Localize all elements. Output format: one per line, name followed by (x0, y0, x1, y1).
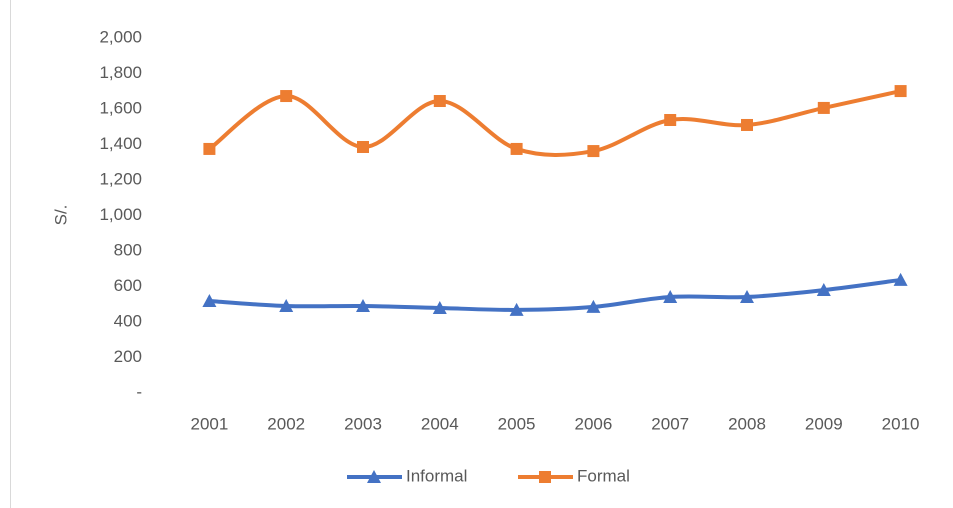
data-point (741, 118, 753, 131)
data-point (279, 299, 294, 313)
data-point (203, 142, 216, 155)
x-tick-label: 2007 (651, 414, 689, 433)
y-tick-label: 400 (114, 311, 142, 330)
legend-label: Informal (406, 466, 467, 485)
data-point (280, 90, 293, 103)
x-tick-label: 2009 (805, 414, 843, 433)
data-point (817, 101, 830, 114)
y-tick-label: - (136, 382, 142, 401)
x-tick-label: 2006 (574, 414, 612, 433)
data-point (663, 289, 678, 303)
series-line (207, 277, 903, 312)
data-point (357, 140, 369, 153)
x-tick-label: 2010 (882, 414, 920, 433)
x-tick-label: 2008 (728, 414, 766, 433)
y-axis-label: S/. (51, 205, 70, 226)
data-point (510, 142, 523, 155)
data-point (509, 302, 524, 316)
data-point (894, 85, 907, 98)
y-tick-label: 800 (114, 240, 142, 259)
legend-marker (539, 471, 551, 483)
data-point (816, 283, 831, 297)
series-line (207, 89, 903, 157)
y-tick-label: 1,800 (99, 63, 142, 82)
legend-label: Formal (577, 466, 630, 485)
data-point (587, 145, 600, 158)
x-tick-label: 2001 (190, 414, 228, 433)
y-tick-label: 200 (114, 347, 142, 366)
x-tick-label: 2004 (421, 414, 459, 433)
y-tick-label: 1,200 (99, 169, 142, 188)
legend-marker (367, 470, 381, 483)
data-point (202, 294, 217, 308)
y-tick-label: 1,400 (99, 134, 142, 153)
y-tick-label: 600 (114, 276, 142, 295)
x-tick-label: 2005 (498, 414, 536, 433)
data-point (356, 299, 370, 313)
y-tick-label: 1,600 (99, 98, 142, 117)
x-tick-label: 2002 (267, 414, 305, 433)
data-point (433, 95, 446, 108)
y-tick-label: 2,000 (99, 27, 142, 46)
data-point (893, 272, 908, 286)
data-point (432, 300, 447, 314)
data-point (586, 299, 601, 313)
data-point (664, 114, 677, 127)
x-tick-label: 2003 (344, 414, 382, 433)
data-point (740, 289, 754, 303)
y-tick-label: 1,000 (99, 205, 142, 224)
